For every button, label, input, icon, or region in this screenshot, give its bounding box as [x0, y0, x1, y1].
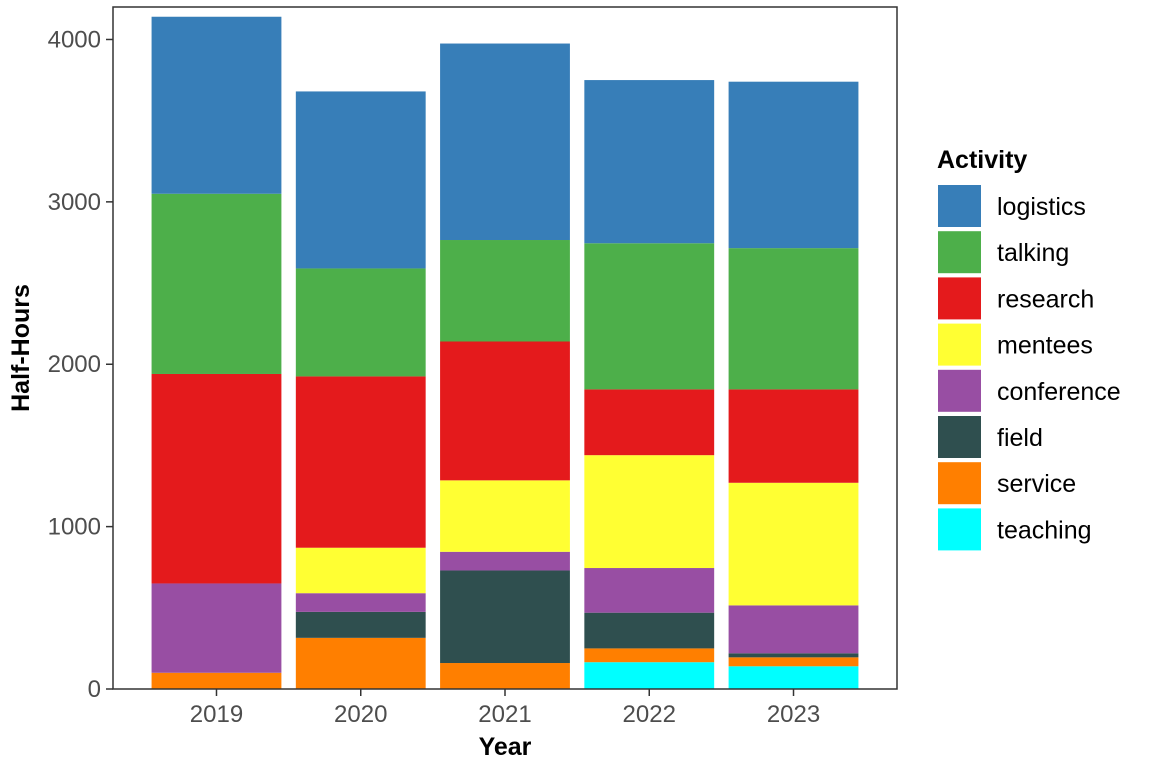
- x-tick-label-2020: 2020: [334, 701, 387, 728]
- bar-segment-field-2020: [295, 611, 426, 638]
- y-tick-label-3000: 3000: [48, 189, 101, 216]
- bar-segment-teaching-2022: [584, 662, 715, 689]
- bar-segment-research-2023: [728, 389, 859, 483]
- bar-segment-talking-2020: [295, 268, 426, 377]
- bar-segment-service-2021: [440, 663, 570, 689]
- y-axis-title: Half-Hours: [7, 284, 35, 412]
- legend-key-research: [938, 277, 981, 320]
- bar-segment-mentees-2023: [728, 482, 859, 606]
- bar-segment-logistics-2023: [728, 81, 859, 249]
- legend-key-conference: [938, 369, 981, 412]
- legend-label-logistics: logistics: [997, 193, 1086, 221]
- bar-segment-logistics-2022: [584, 80, 715, 244]
- legend-key-field: [938, 416, 981, 458]
- bar-segment-logistics-2021: [440, 43, 570, 241]
- bar-segment-conference-2023: [728, 605, 859, 654]
- bar-segment-talking-2021: [440, 240, 570, 342]
- legend-label-mentees: mentees: [997, 332, 1093, 360]
- bar-segment-field-2022: [584, 612, 715, 649]
- bar-segment-mentees-2021: [440, 480, 570, 552]
- y-tick-label-0: 0: [88, 676, 101, 703]
- bar-segment-talking-2022: [584, 243, 715, 390]
- bar-segment-research-2019: [151, 373, 282, 584]
- bar-segment-conference-2019: [151, 583, 282, 673]
- bar-segment-field-2021: [440, 570, 570, 664]
- x-axis-title: Year: [479, 733, 532, 761]
- bar-segment-research-2022: [584, 389, 715, 456]
- legend-label-conference: conference: [997, 378, 1121, 406]
- y-tick-label-1000: 1000: [48, 514, 101, 541]
- legend-label-service: service: [997, 470, 1076, 498]
- bar-segment-service-2020: [295, 637, 426, 689]
- bar-segment-logistics-2020: [295, 91, 426, 269]
- legend-label-field: field: [997, 424, 1043, 452]
- bar-segment-field-2023: [728, 653, 859, 658]
- bar-segment-mentees-2022: [584, 455, 715, 569]
- y-tick-label-2000: 2000: [48, 351, 101, 378]
- bar-segment-research-2021: [440, 341, 570, 481]
- bar-segment-mentees-2020: [295, 547, 426, 594]
- bar-segment-service-2019: [151, 672, 282, 689]
- bar-segment-conference-2022: [584, 568, 715, 613]
- bar-segment-teaching-2023: [728, 666, 859, 689]
- bar-segment-talking-2023: [728, 248, 859, 390]
- x-tick-label-2019: 2019: [190, 701, 243, 728]
- legend-key-teaching: [938, 508, 981, 551]
- legend-label-research: research: [997, 285, 1094, 313]
- legend-key-logistics: [938, 185, 981, 227]
- y-tick-label-4000: 4000: [48, 26, 101, 53]
- bar-segment-logistics-2019: [151, 16, 282, 194]
- legend-label-talking: talking: [997, 239, 1069, 267]
- x-tick-label-2023: 2023: [767, 701, 820, 728]
- bar-segment-conference-2021: [440, 551, 570, 571]
- bar-segment-conference-2020: [295, 593, 426, 612]
- legend-key-mentees: [938, 323, 981, 366]
- bar-segment-service-2023: [728, 657, 859, 667]
- bar-segment-research-2020: [295, 376, 426, 548]
- y-axis: 0 1000 2000 3000 4000: [48, 26, 113, 703]
- legend: Activity logistics talking research mentees…: [937, 146, 1121, 551]
- x-tick-label-2021: 2021: [478, 701, 531, 728]
- legend-title: Activity: [937, 146, 1027, 174]
- bars-layer: [151, 16, 859, 689]
- legend-key-talking: [938, 231, 981, 274]
- x-tick-label-2022: 2022: [623, 701, 676, 728]
- legend-label-teaching: teaching: [997, 516, 1092, 544]
- bar-segment-service-2022: [584, 648, 715, 663]
- x-axis: 2019 2020 2021 2022 2023: [190, 689, 820, 728]
- bar-segment-talking-2019: [151, 193, 282, 374]
- legend-key-service: [938, 462, 981, 505]
